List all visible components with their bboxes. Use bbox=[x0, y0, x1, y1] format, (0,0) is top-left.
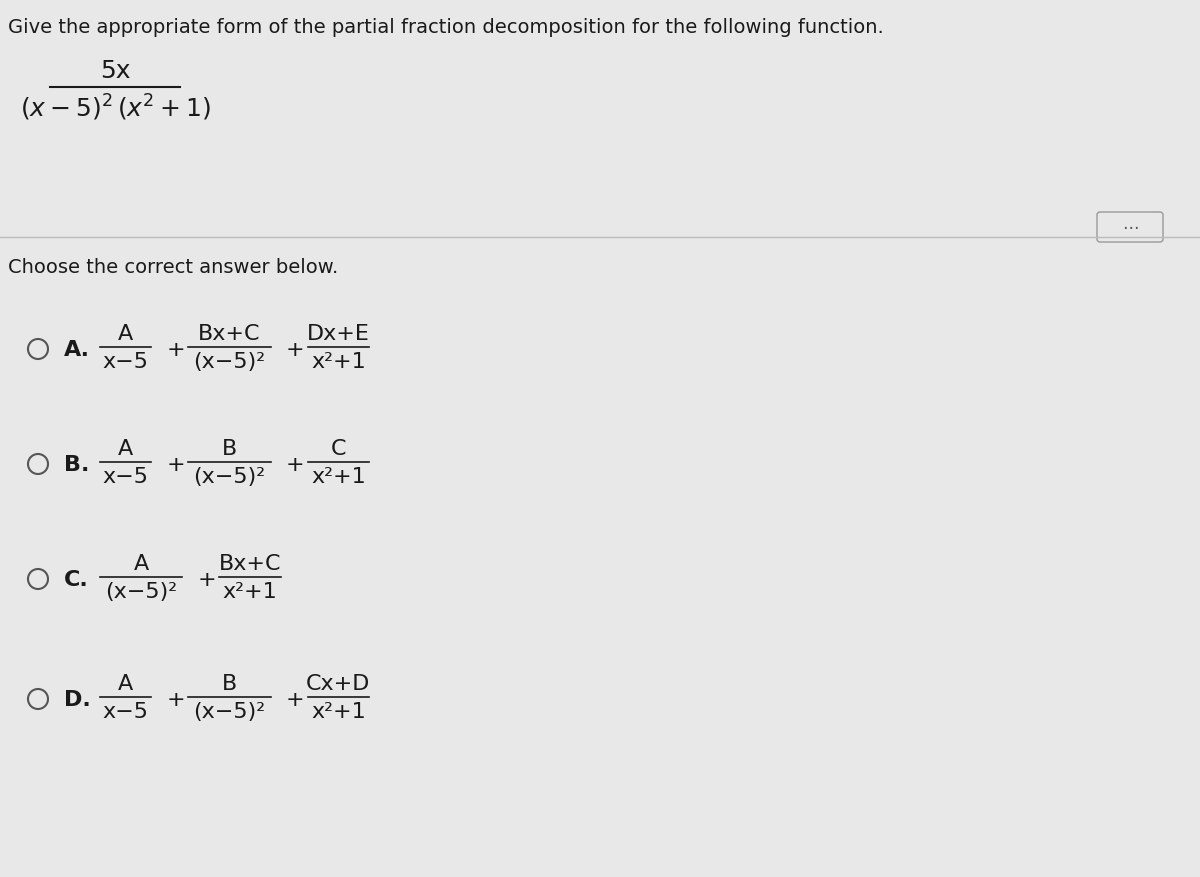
Text: (x−5)²: (x−5)² bbox=[193, 702, 265, 721]
Text: A: A bbox=[118, 438, 133, 459]
Text: B.: B. bbox=[64, 454, 89, 474]
Text: +: + bbox=[166, 339, 185, 360]
Text: (x−5)²: (x−5)² bbox=[193, 467, 265, 487]
Text: Choose the correct answer below.: Choose the correct answer below. bbox=[8, 258, 338, 276]
Text: C.: C. bbox=[64, 569, 89, 589]
Text: C: C bbox=[331, 438, 346, 459]
Text: x²+1: x²+1 bbox=[311, 702, 366, 721]
Text: +: + bbox=[197, 569, 216, 589]
Text: B: B bbox=[222, 438, 238, 459]
Text: Cx+D: Cx+D bbox=[306, 674, 371, 693]
Text: Give the appropriate form of the partial fraction decomposition for the followin: Give the appropriate form of the partial… bbox=[8, 18, 883, 37]
Text: 5x: 5x bbox=[100, 59, 131, 83]
Text: +: + bbox=[166, 454, 185, 474]
Text: x²+1: x²+1 bbox=[311, 352, 366, 372]
Text: ⋯: ⋯ bbox=[1122, 218, 1139, 237]
Text: Dx+E: Dx+E bbox=[307, 324, 370, 344]
Text: x²+1: x²+1 bbox=[311, 467, 366, 487]
Text: (x−5)²: (x−5)² bbox=[193, 352, 265, 372]
Text: +: + bbox=[166, 689, 185, 709]
Text: $(x-5)^2\,(x^2+1)$: $(x-5)^2\,(x^2+1)$ bbox=[19, 93, 210, 123]
Text: A: A bbox=[118, 324, 133, 344]
Text: x²+1: x²+1 bbox=[223, 581, 277, 602]
Text: Bx+C: Bx+C bbox=[218, 553, 282, 574]
Text: x−5: x−5 bbox=[103, 352, 149, 372]
Text: A.: A. bbox=[64, 339, 90, 360]
Text: +: + bbox=[286, 339, 305, 360]
Text: A: A bbox=[118, 674, 133, 693]
Text: +: + bbox=[286, 454, 305, 474]
Text: x−5: x−5 bbox=[103, 467, 149, 487]
Text: D.: D. bbox=[64, 689, 91, 709]
Text: Bx+C: Bx+C bbox=[198, 324, 260, 344]
Text: +: + bbox=[286, 689, 305, 709]
Text: B: B bbox=[222, 674, 238, 693]
FancyBboxPatch shape bbox=[1097, 213, 1163, 243]
Text: (x−5)²: (x−5)² bbox=[106, 581, 178, 602]
Text: A: A bbox=[133, 553, 149, 574]
Text: x−5: x−5 bbox=[103, 702, 149, 721]
